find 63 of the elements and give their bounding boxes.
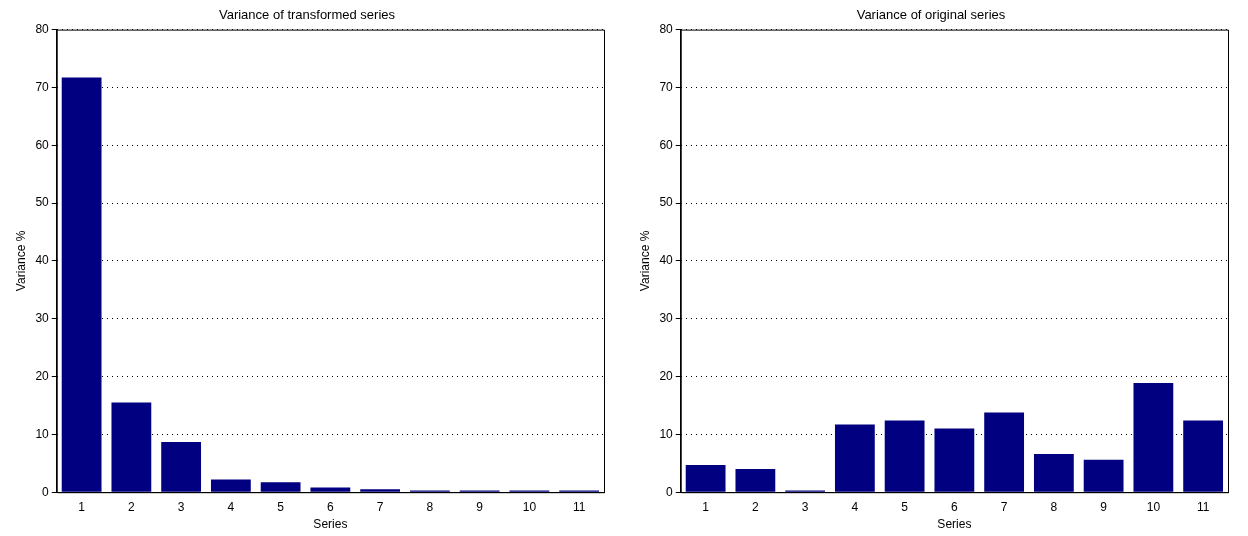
y-tick-label: 70 [659,79,674,94]
x-tick-label: 1 [78,499,86,514]
x-tick-label: 3 [177,499,185,514]
bar [210,479,251,492]
x-tick-label: 6 [951,499,959,514]
x-tick-label: 8 [1050,499,1058,514]
bar [111,402,152,492]
y-tick-label: 20 [35,368,50,383]
y-tick-label: 60 [35,137,50,152]
x-tick-label: 5 [901,499,909,514]
x-tick-label: 4 [851,499,859,514]
bar [884,420,925,492]
x-tick-label: 10 [522,499,537,514]
y-tick-label: 60 [659,137,674,152]
x-tick-label: 8 [426,499,434,514]
y-tick-label: 30 [659,311,674,326]
chart-title: Variance of transformed series [218,7,396,23]
bar [685,465,726,492]
y-tick-label: 40 [659,253,674,268]
y-tick-label: 30 [35,311,50,326]
bar [834,424,875,492]
x-axis-title: Series [313,517,348,532]
y-tick-label: 40 [35,253,50,268]
x-tick-label: 10 [1146,499,1161,514]
x-tick-label: 9 [476,499,484,514]
bar [1133,382,1174,492]
x-tick-label: 5 [277,499,285,514]
y-tick-label: 80 [35,21,50,36]
y-tick-label: 0 [666,484,674,499]
x-tick-label: 3 [801,499,809,514]
bar [1033,454,1074,492]
bar [61,77,102,492]
y-tick-label: 20 [659,368,674,383]
x-tick-label: 7 [1000,499,1008,514]
bar [1083,459,1124,492]
y-tick-label: 50 [659,195,674,210]
x-tick-label: 1 [702,499,710,514]
x-tick-label: 2 [128,499,136,514]
y-tick-label: 50 [35,195,50,210]
bar [1183,420,1224,492]
x-tick-label: 11 [1196,499,1210,514]
y-axis-title: Variance % [637,230,652,292]
bar [984,412,1025,492]
x-tick-label: 2 [752,499,760,514]
y-tick-label: 0 [42,484,50,499]
bar [161,441,202,492]
bar [310,487,351,492]
x-tick-label: 4 [227,499,235,514]
y-tick-label: 80 [659,21,674,36]
chart-title: Variance of original series [856,7,1006,23]
bar [934,428,975,492]
x-tick-label: 7 [376,499,384,514]
y-tick-label: 10 [659,426,674,441]
y-axis-title: Variance % [13,230,28,292]
y-tick-label: 10 [35,426,50,441]
bar [735,469,776,492]
x-tick-label: 6 [327,499,335,514]
x-tick-label: 11 [572,499,586,514]
y-tick-label: 70 [35,79,50,94]
x-axis-title: Series [937,517,972,532]
bar [260,482,301,492]
bar [360,489,401,492]
x-tick-label: 9 [1100,499,1108,514]
